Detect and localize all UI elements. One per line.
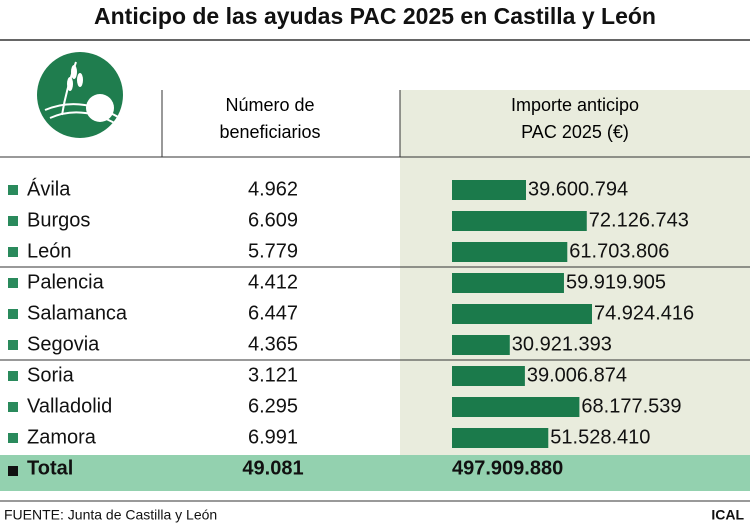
bullet [8, 340, 18, 350]
category-label: Ávila [27, 177, 71, 200]
credit: ICAL [711, 507, 744, 523]
bullet [8, 371, 18, 381]
bar [452, 273, 564, 293]
total-background [0, 455, 750, 491]
bar [452, 304, 592, 324]
source: FUENTE: Junta de Castilla y León [4, 507, 217, 523]
bar [452, 335, 510, 355]
value-label: 4.962 [248, 178, 298, 200]
value-label: 6.991 [248, 426, 298, 448]
bullet [8, 309, 18, 319]
column-background [400, 90, 750, 455]
total-value: 497.909.880 [452, 457, 563, 479]
bullet [8, 278, 18, 288]
bar-label: 30.921.393 [512, 333, 612, 355]
column-header: Importe anticipo PAC 2025 (€) [510, 95, 640, 142]
bar-label: 51.528.410 [550, 426, 650, 448]
chart-title: Anticipo de las ayudas PAC 2025 en Casti… [94, 3, 656, 29]
bar [452, 242, 568, 262]
category-label: León [27, 240, 72, 262]
column-header: Número de beneficiarios [219, 95, 321, 142]
header-wrap: Número de beneficiarios [219, 95, 321, 142]
bar-label: 39.600.794 [528, 178, 628, 200]
bar-label: 59.919.905 [566, 271, 666, 293]
bar [452, 211, 587, 231]
value-label: 6.295 [248, 395, 298, 417]
value-label: 4.412 [248, 271, 298, 293]
category-label: Valladolid [27, 395, 112, 417]
bullet [8, 185, 18, 195]
category-label: Zamora [27, 426, 97, 448]
bar-label: 72.126.743 [589, 209, 689, 231]
category-label: Palencia [27, 271, 105, 293]
bullet [8, 466, 18, 476]
bullet [8, 247, 18, 257]
total-label: Total [27, 457, 73, 479]
value-label: 6.609 [248, 209, 298, 231]
bar-label: 74.924.416 [594, 302, 694, 324]
bar-label: 61.703.806 [569, 240, 669, 262]
category-label: Segovia [27, 333, 100, 355]
total-value: 49.081 [242, 457, 303, 479]
value-label: 4.365 [248, 333, 298, 355]
header-wrap: Importe anticipo PAC 2025 (€) [510, 95, 640, 142]
value-label: 6.447 [248, 302, 298, 324]
category-label: Salamanca [27, 302, 128, 324]
bullet [8, 433, 18, 443]
category-label: Burgos [27, 209, 90, 231]
bar [452, 397, 580, 417]
bar [452, 428, 549, 448]
bullet [8, 216, 18, 226]
bar-label: 68.177.539 [581, 395, 681, 417]
category-label: Soria [27, 364, 75, 386]
bar [452, 366, 525, 386]
bar-label: 39.006.874 [527, 364, 627, 386]
bullet [8, 402, 18, 412]
value-label: 3.121 [248, 364, 298, 386]
bar [452, 180, 526, 200]
logo [37, 52, 123, 138]
value-label: 5.779 [248, 240, 298, 262]
